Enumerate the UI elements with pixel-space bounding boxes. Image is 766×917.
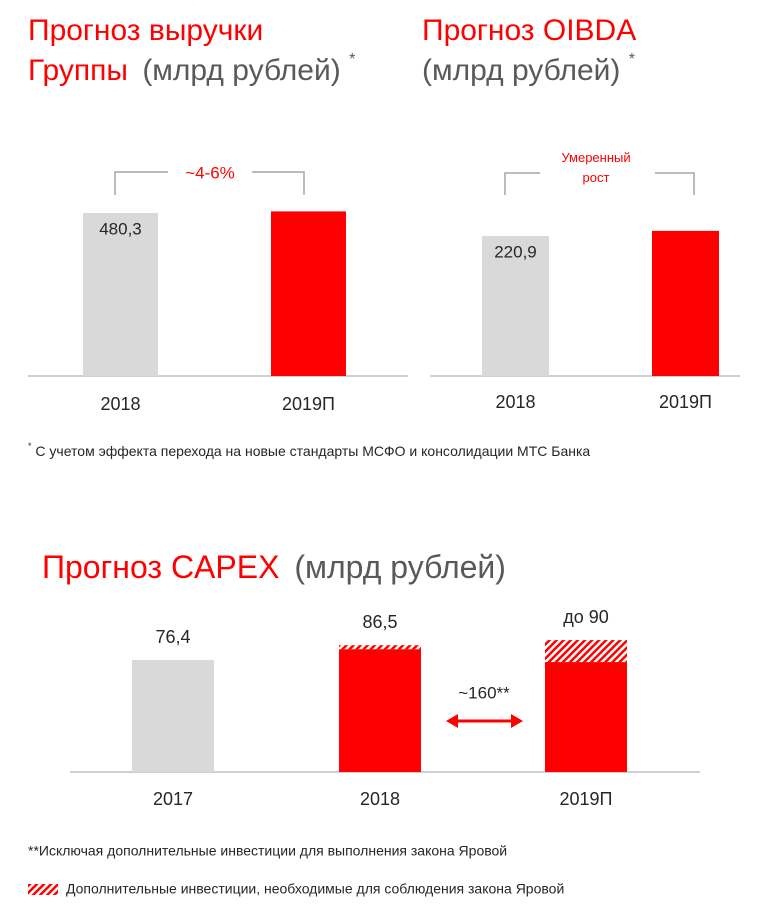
chart-title: Группы (28, 54, 128, 87)
footnote: **Исключая дополнительные инвестиции для… (28, 843, 507, 859)
x-tick-label: 2018 (100, 394, 140, 414)
legend-label: Дополнительные инвестиции, необходимые д… (66, 881, 564, 897)
legend-swatch (28, 884, 58, 895)
bar-segment (545, 640, 627, 663)
bar (83, 213, 158, 376)
chart-title: Прогноз CAPEX (42, 549, 279, 585)
value-label: 220,9 (494, 242, 537, 261)
x-tick-label: 2017 (153, 789, 193, 809)
value-label: до 90 (563, 607, 609, 627)
value-label: 76,4 (155, 627, 190, 647)
value-label: 480,3 (99, 219, 142, 238)
x-tick-label: 2019П (282, 394, 335, 414)
bar-segment (339, 649, 421, 772)
title-mark: * (629, 51, 635, 68)
chart-unit: (млрд рублей) (422, 54, 620, 87)
x-tick-label: 2018 (360, 789, 400, 809)
footnote-mark: * (28, 441, 32, 451)
bar-segment (339, 645, 421, 650)
annotation: ~4-6% (185, 163, 235, 182)
chart-unit: (млрд рублей) (294, 549, 506, 585)
annotation: ~160** (458, 683, 510, 702)
chart-unit: (млрд рублей) (142, 54, 340, 87)
bracket (504, 172, 695, 195)
chart-unit: (млрд рублей) * (422, 51, 635, 87)
bar (271, 211, 346, 376)
annotation: Умеренный рост (561, 150, 631, 185)
bar-segment (132, 660, 214, 772)
chart-title: Прогноз CAPEX (млрд рублей) (42, 549, 506, 585)
bracket (114, 171, 305, 195)
value-label: 86,5 (362, 612, 397, 632)
bar (482, 236, 549, 376)
x-tick-label: 2019П (560, 789, 613, 809)
x-tick-label: 2018 (495, 392, 535, 412)
chart-title: Группы (млрд рублей) * (28, 51, 355, 87)
footnote: * С учетом эффекта перехода на новые ста… (28, 438, 590, 459)
title-mark: * (349, 51, 355, 68)
bar-segment (545, 662, 627, 772)
chart-title: Прогноз OIBDA (422, 14, 636, 47)
x-tick-label: 2019П (659, 392, 712, 412)
chart-title: Прогноз выручки (28, 14, 263, 47)
bar (652, 230, 719, 376)
footnote-text: С учетом эффекта перехода на новые станд… (35, 443, 590, 459)
